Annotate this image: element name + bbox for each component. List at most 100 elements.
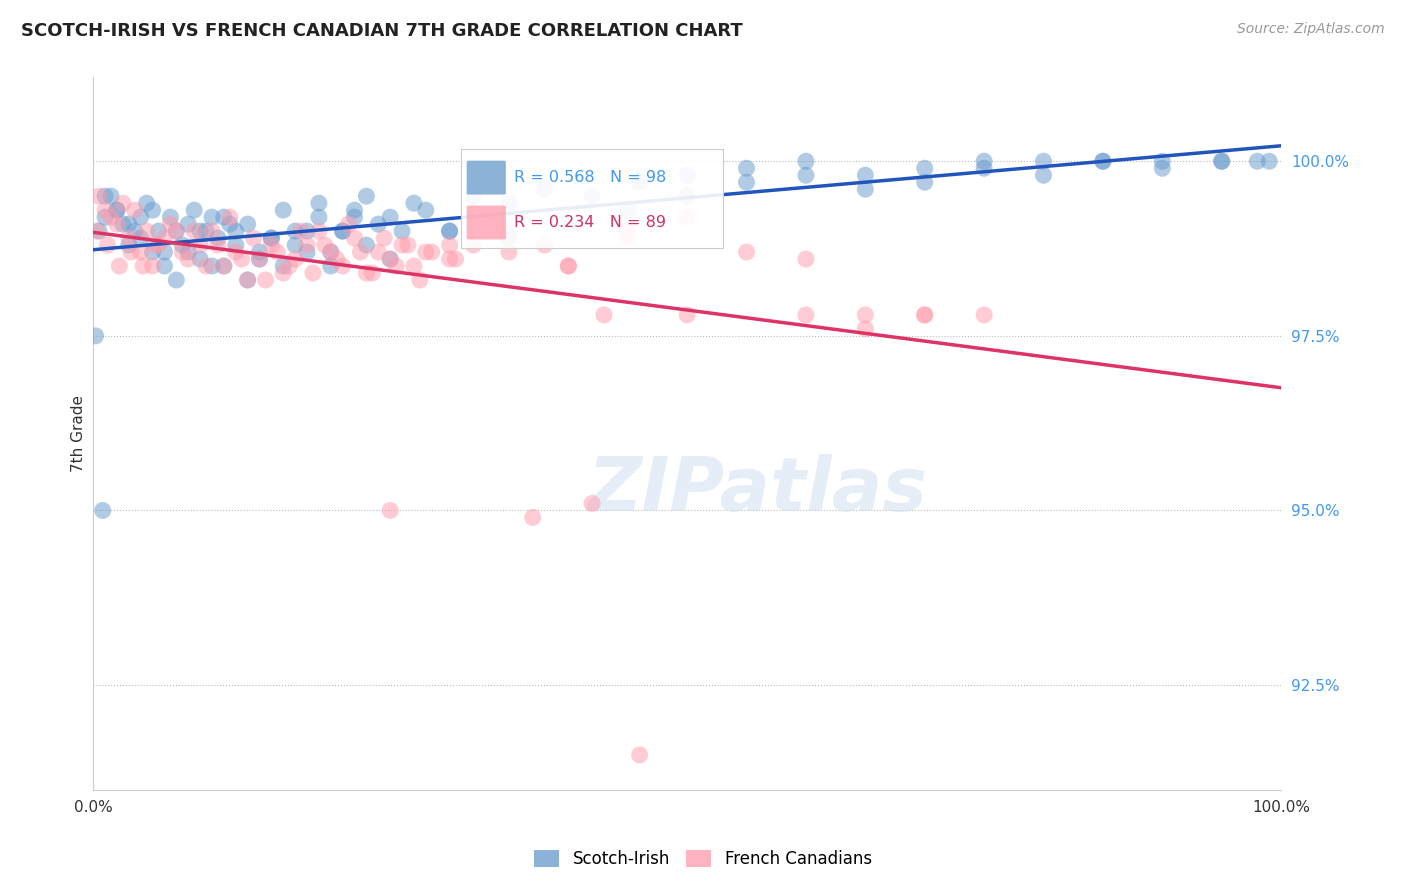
Point	[308, 210, 330, 224]
Point	[135, 224, 157, 238]
Point	[302, 266, 325, 280]
Point	[533, 182, 555, 196]
Point	[616, 231, 638, 245]
Point	[356, 238, 378, 252]
Point	[522, 510, 544, 524]
Point	[356, 266, 378, 280]
Point	[378, 252, 401, 266]
Point	[295, 245, 318, 260]
Point	[332, 224, 354, 238]
Point	[378, 210, 401, 224]
Point	[165, 224, 187, 238]
Point	[94, 203, 117, 218]
Point	[159, 217, 181, 231]
Point	[212, 259, 235, 273]
Point	[177, 252, 200, 266]
Point	[314, 238, 336, 252]
Point	[581, 496, 603, 510]
Point	[242, 231, 264, 245]
Point	[249, 252, 271, 266]
Point	[260, 231, 283, 245]
Point	[1091, 154, 1114, 169]
Point	[129, 210, 152, 224]
Point	[439, 224, 461, 238]
Point	[914, 175, 936, 189]
Point	[373, 231, 395, 245]
Point	[183, 203, 205, 218]
Point	[332, 224, 354, 238]
Point	[409, 273, 432, 287]
Point	[142, 203, 165, 218]
Point	[337, 217, 360, 231]
Point	[973, 308, 995, 322]
Point	[735, 161, 758, 176]
Point	[84, 329, 107, 343]
Point	[676, 210, 699, 224]
Point	[249, 245, 271, 260]
Point	[415, 245, 437, 260]
Text: SCOTCH-IRISH VS FRENCH CANADIAN 7TH GRADE CORRELATION CHART: SCOTCH-IRISH VS FRENCH CANADIAN 7TH GRAD…	[21, 22, 742, 40]
Point	[201, 210, 224, 224]
Point	[1211, 154, 1233, 169]
Point	[332, 259, 354, 273]
Legend: Scotch-Irish, French Canadians: Scotch-Irish, French Canadians	[527, 843, 879, 875]
Point	[129, 245, 152, 260]
Point	[135, 196, 157, 211]
Point	[367, 245, 389, 260]
Point	[1258, 154, 1281, 169]
Point	[96, 238, 118, 252]
Point	[89, 224, 111, 238]
Point	[498, 245, 520, 260]
Point	[236, 217, 259, 231]
Point	[225, 224, 247, 238]
Point	[212, 210, 235, 224]
Point	[271, 266, 294, 280]
Point	[581, 189, 603, 203]
Point	[165, 224, 187, 238]
Point	[914, 161, 936, 176]
Point	[308, 224, 330, 238]
Point	[1152, 154, 1174, 169]
Point	[120, 245, 142, 260]
Point	[195, 259, 218, 273]
Point	[735, 175, 758, 189]
Point	[207, 231, 229, 245]
Point	[463, 189, 485, 203]
Point	[188, 224, 211, 238]
Point	[91, 503, 114, 517]
Point	[616, 203, 638, 218]
Point	[391, 224, 413, 238]
Point	[628, 175, 651, 189]
Point	[118, 238, 141, 252]
Text: Source: ZipAtlas.com: Source: ZipAtlas.com	[1237, 22, 1385, 37]
Point	[142, 259, 165, 273]
Point	[325, 252, 347, 266]
Point	[343, 231, 366, 245]
Point	[100, 189, 122, 203]
Point	[108, 259, 131, 273]
Point	[143, 238, 166, 252]
Point	[343, 210, 366, 224]
Point	[794, 252, 817, 266]
Point	[593, 308, 616, 322]
Point	[853, 168, 876, 182]
Point	[402, 196, 425, 211]
Point	[142, 245, 165, 260]
Point	[118, 231, 141, 245]
Point	[319, 245, 342, 260]
Point	[86, 224, 108, 238]
Point	[183, 224, 205, 238]
Y-axis label: 7th Grade: 7th Grade	[72, 395, 86, 472]
Point	[236, 273, 259, 287]
Text: ZIPatlas: ZIPatlas	[589, 454, 928, 527]
Point	[188, 238, 211, 252]
Point	[177, 217, 200, 231]
Point	[367, 217, 389, 231]
Point	[236, 273, 259, 287]
Point	[254, 273, 277, 287]
Point	[616, 224, 638, 238]
Point	[94, 189, 117, 203]
Point	[391, 238, 413, 252]
Point	[853, 322, 876, 336]
Point	[628, 747, 651, 762]
